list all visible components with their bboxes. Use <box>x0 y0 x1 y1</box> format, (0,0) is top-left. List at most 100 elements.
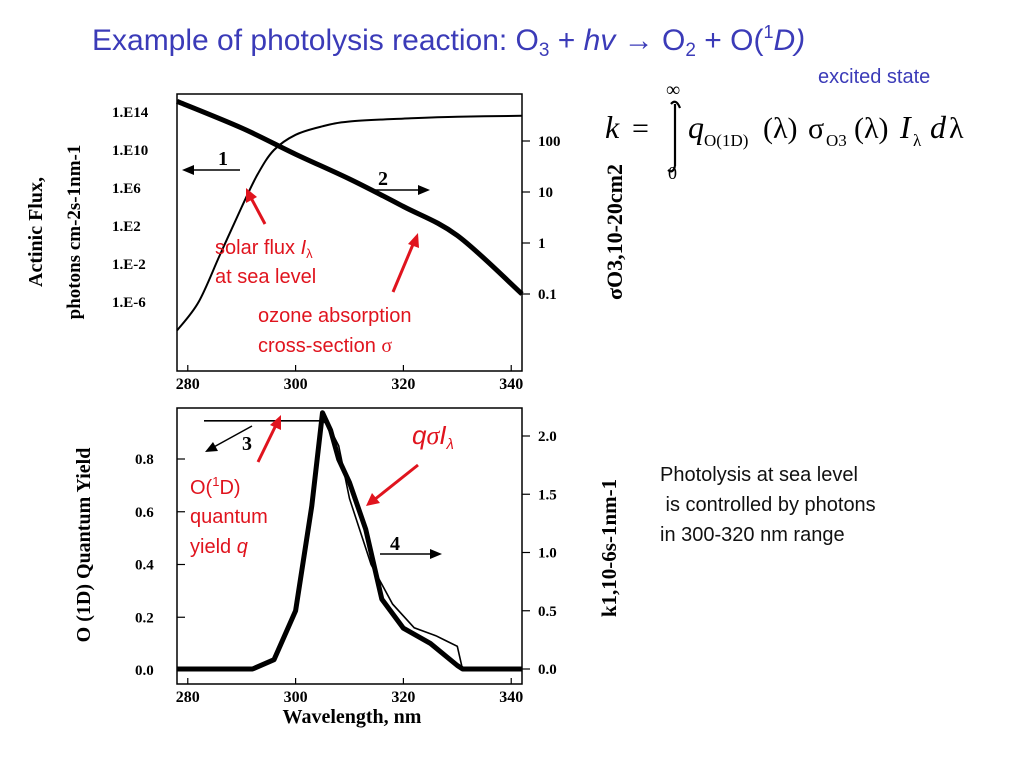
marker-3-label: 3 <box>242 433 252 455</box>
top-left-ticks: 1.E14 1.E10 1.E6 1.E2 1.E-2 1.E-6 <box>112 105 149 311</box>
bottom-left-tick-label: 0.8 <box>135 452 154 468</box>
title-plus: + <box>549 24 584 57</box>
title-sup-1: 1 <box>763 22 774 42</box>
bottom-x-tick-label: 300 <box>284 689 308 706</box>
title-hv: hv <box>583 24 616 57</box>
bottom-left-tick-label: 0.6 <box>135 505 154 521</box>
bottom-chart-frame <box>176 407 523 685</box>
marker-4-arrowhead <box>430 549 442 559</box>
bottom-x-axis-label: Wavelength, nm <box>283 706 422 728</box>
q-sigma-i-pointer-head <box>366 493 380 506</box>
cross-section-annotation: cross-section σ <box>258 335 392 357</box>
title-text: Example of photolysis reaction: O <box>92 24 539 57</box>
formula-sigma: σ <box>808 112 824 145</box>
marker-2-arrowhead <box>418 185 430 195</box>
photolysis-rate-line <box>177 410 522 672</box>
top-left-tick-label: 1.E14 <box>112 105 149 121</box>
bottom-right-tick-label: 2.0 <box>538 429 557 445</box>
formula-lambda-2: (λ) <box>854 112 889 145</box>
bottom-x-tick-label: 320 <box>391 689 415 706</box>
formula-lambda-3: λ <box>949 112 964 145</box>
top-x-tick-label: 280 <box>176 376 200 393</box>
top-chart-frame <box>176 93 523 372</box>
quantum-yield-pointer <box>256 424 278 463</box>
marker-3-arrow <box>211 425 253 449</box>
excited-state-label: excited state <box>818 66 931 88</box>
conclusion-text: Photolysis at sea level is controlled by… <box>660 464 876 546</box>
bottom-right-ticks: 0.0 0.5 1.0 1.5 2.0 <box>522 429 557 678</box>
bottom-left-tick-label: 0.4 <box>135 558 154 574</box>
bottom-left-tick-label: 0.0 <box>135 663 154 679</box>
quantum-annotation: quantum <box>190 506 268 528</box>
bottom-right-tick-label: 1.5 <box>538 487 557 503</box>
title-sub-2: 2 <box>685 40 696 61</box>
rate-formula: k = ∞ 0 q O(1D) (λ) σ O3 (λ) I λ d λ <box>605 79 964 183</box>
formula-sigma-sub: O3 <box>826 131 847 150</box>
top-right-tick-label: 1 <box>538 236 546 252</box>
bottom-x-tick-label: 340 <box>499 689 523 706</box>
marker-2-label: 2 <box>378 168 388 190</box>
bottom-right-tick-label: 0.5 <box>538 604 557 620</box>
formula-i: I <box>899 109 912 145</box>
top-right-axis-label: σO3,10-20cm2 <box>602 164 627 300</box>
ozone-absorption-annotation: ozone absorption <box>258 305 411 327</box>
bottom-x-ticks: 280 300 320 340 <box>176 678 523 706</box>
formula-q: q <box>688 109 704 145</box>
formula-upper-limit: ∞ <box>666 79 680 101</box>
formula-i-sub: λ <box>913 131 922 150</box>
bottom-right-axis-label: k1,10-6s-1nm-1 <box>597 479 621 617</box>
top-left-tick-label: 1.E6 <box>112 181 141 197</box>
o1d-annotation: O(1D) <box>190 474 241 499</box>
bottom-chart: 280 300 320 340 0.0 0.2 0.4 0.6 0.8 0.0 0.5 1.0 1.… <box>73 407 621 728</box>
top-right-tick-label: 0.1 <box>538 287 557 303</box>
top-left-axis-label-1: Actinic Flux, <box>25 177 47 287</box>
ozone-pointer <box>391 241 416 293</box>
bottom-left-ticks: 0.0 0.2 0.4 0.6 0.8 <box>135 452 185 679</box>
slide-title: Example of photolysis reaction: O3 + hv … <box>92 22 805 62</box>
bottom-x-tick-label: 280 <box>176 689 200 706</box>
formula-q-sub: O(1D) <box>704 131 748 150</box>
title-close: ) <box>795 24 806 57</box>
top-right-ticks: 100 10 1 0.1 <box>522 134 561 303</box>
title-sub-3: 3 <box>538 40 550 61</box>
solar-flux-pointer-head <box>246 188 257 203</box>
formula-k: k <box>605 109 620 145</box>
marker-1-arrowhead <box>182 165 194 175</box>
top-chart: 280 300 320 340 1.E14 1.E10 1.E6 1.E2 1.E-2 1.E-… <box>25 93 627 393</box>
title-arrow: → O <box>615 24 686 57</box>
solar-flux-pointer <box>248 195 267 225</box>
marker-3-arrowhead <box>205 442 218 452</box>
yield-q-annotation: yield q <box>190 536 248 558</box>
top-x-ticks: 280 300 320 340 <box>176 365 523 393</box>
ozone-cross-section-line <box>176 98 524 296</box>
title-d: D <box>773 24 796 57</box>
formula-d: d <box>930 109 947 145</box>
quantum-yield-line <box>204 420 522 671</box>
q-sigma-i-pointer <box>373 463 419 502</box>
top-left-tick-label: 1.E10 <box>112 143 148 159</box>
top-x-tick-label: 320 <box>391 376 415 393</box>
top-x-tick-label: 300 <box>284 376 308 393</box>
q-sigma-i-annotation: qσIλ <box>412 420 454 453</box>
formula-lambda-1: (λ) <box>763 112 798 145</box>
marker-1-label: 1 <box>218 148 228 170</box>
title-plus-o: + O( <box>695 24 764 57</box>
marker-4-label: 4 <box>390 533 400 555</box>
top-left-tick-label: 1.E-2 <box>112 257 146 273</box>
top-left-axis-label-2: photons cm-2s-1nm-1 <box>64 145 85 320</box>
solar-flux-line <box>176 114 523 332</box>
top-left-tick-label: 1.E-6 <box>112 295 146 311</box>
integral-sign <box>667 100 682 173</box>
solar-flux-annotation: solar flux Iλ <box>215 237 313 261</box>
bottom-left-tick-label: 0.2 <box>135 610 154 626</box>
bottom-right-tick-label: 1.0 <box>538 546 557 562</box>
top-x-tick-label: 340 <box>499 376 523 393</box>
top-right-tick-label: 100 <box>538 134 561 150</box>
top-right-tick-label: 10 <box>538 185 553 201</box>
bottom-left-axis-label: O (1D) Quantum Yield <box>73 448 95 643</box>
top-left-tick-label: 1.E2 <box>112 219 141 235</box>
ozone-pointer-head <box>408 233 419 248</box>
quantum-yield-pointer-head <box>270 415 281 430</box>
formula-lower-limit: 0 <box>668 163 677 183</box>
